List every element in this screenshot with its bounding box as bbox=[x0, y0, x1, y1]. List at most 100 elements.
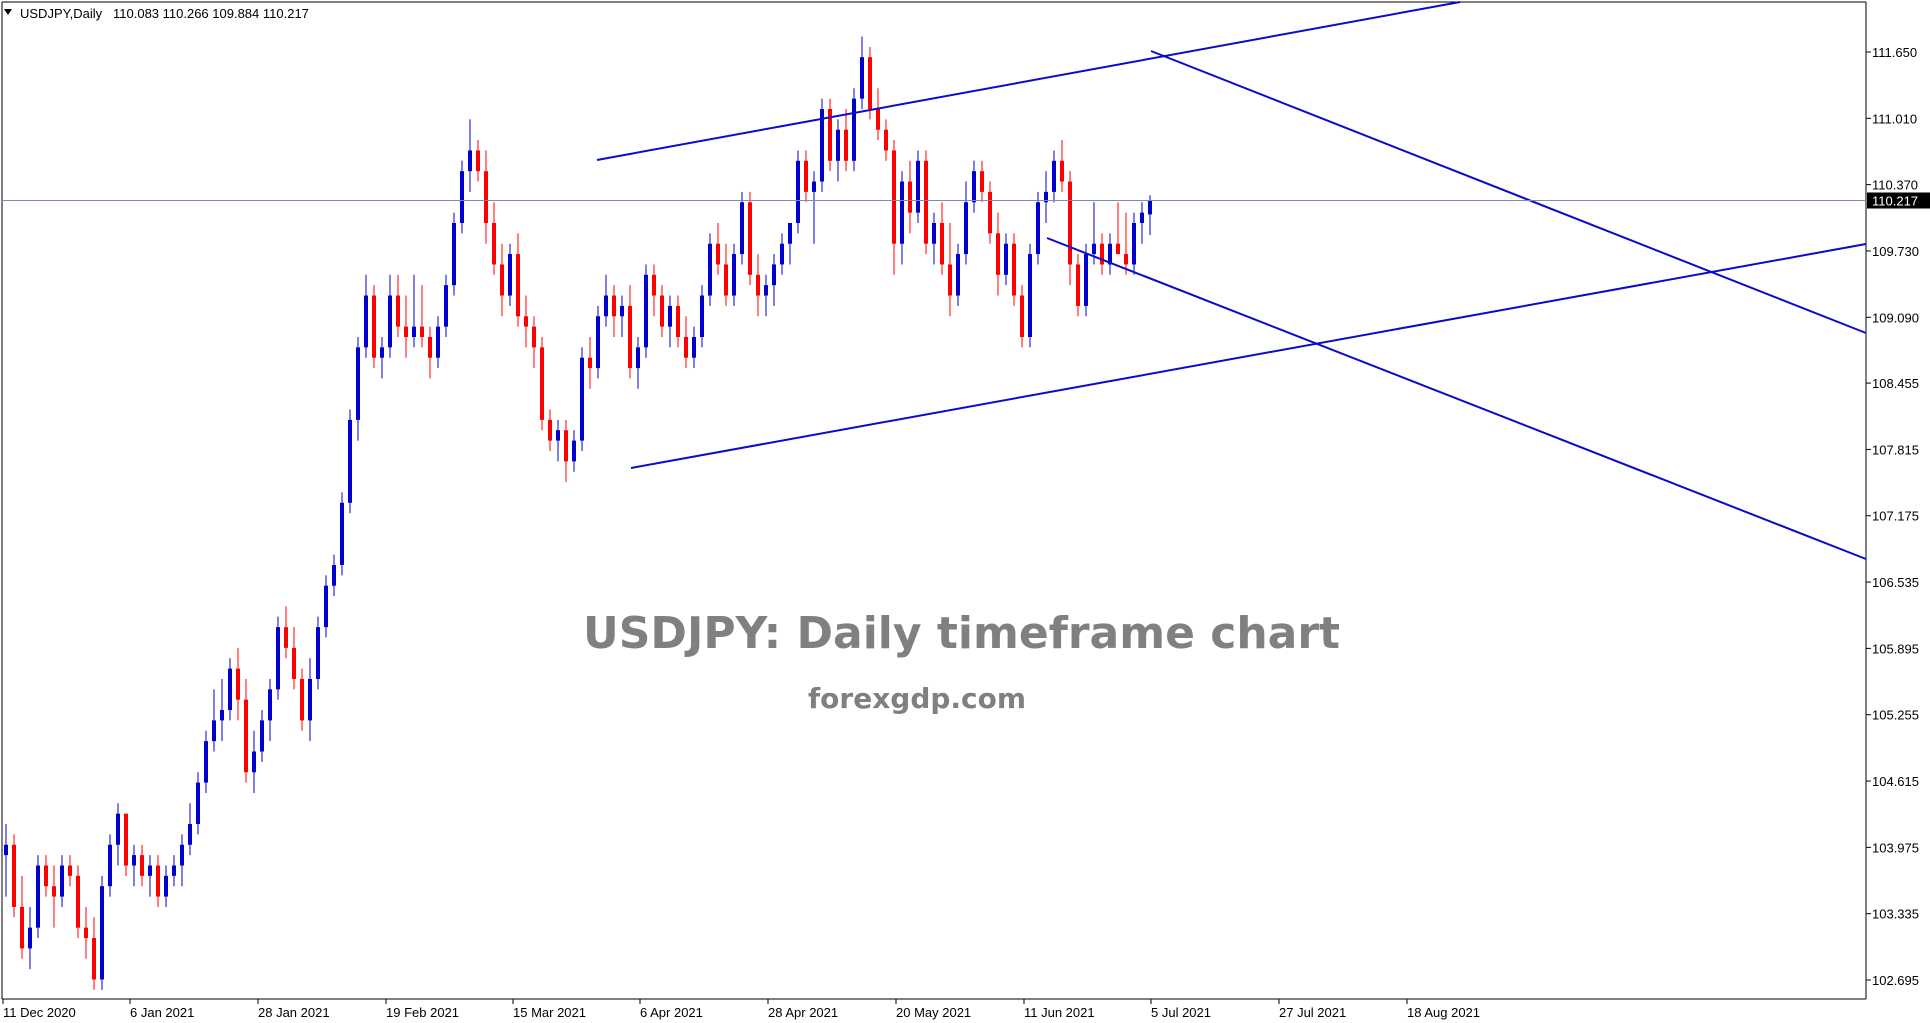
candle-body bbox=[636, 347, 640, 369]
x-tick-label: 28 Apr 2021 bbox=[768, 1005, 838, 1020]
candle-body bbox=[812, 181, 816, 192]
candle bbox=[788, 222, 792, 265]
candle-body bbox=[92, 938, 96, 980]
candle bbox=[588, 336, 592, 389]
candle-body bbox=[508, 254, 512, 296]
candle-body bbox=[1100, 243, 1104, 265]
candle-body bbox=[132, 855, 136, 866]
candle-body bbox=[668, 305, 672, 327]
candle-body bbox=[292, 647, 296, 679]
candle-body bbox=[372, 295, 376, 358]
candle bbox=[884, 119, 888, 161]
x-axis-ticks: 11 Dec 2020 6 Jan 2021 28 Jan 2021 19 Feb 2… bbox=[2, 999, 1480, 1020]
candle bbox=[380, 336, 384, 379]
candle-body bbox=[1132, 222, 1136, 265]
candle bbox=[308, 658, 312, 742]
y-tick-label: 106.535 bbox=[1872, 575, 1919, 590]
candle-body bbox=[868, 57, 872, 109]
candle bbox=[1108, 233, 1112, 275]
candle-body bbox=[44, 865, 48, 887]
candle bbox=[452, 212, 456, 296]
candle-body bbox=[1140, 212, 1144, 223]
ohlc-values: 110.083 110.266 109.884 110.217 bbox=[113, 6, 309, 21]
y-tick-label: 111.650 bbox=[1872, 45, 1917, 60]
candle bbox=[444, 274, 448, 337]
candle-body bbox=[756, 274, 760, 296]
candle bbox=[12, 834, 16, 918]
candle bbox=[244, 678, 248, 783]
candle-body bbox=[20, 906, 24, 949]
candle bbox=[132, 844, 136, 887]
y-axis-ticks: 111.650 111.010 110.370 109.730 109.090 108.4… bbox=[1866, 45, 1919, 988]
candle-body bbox=[116, 813, 120, 845]
candle-body bbox=[204, 741, 208, 783]
candle bbox=[1132, 212, 1136, 275]
x-tick-label: 28 Jan 2021 bbox=[258, 1005, 330, 1020]
x-tick-label: 6 Apr 2021 bbox=[640, 1005, 703, 1020]
candle bbox=[1004, 233, 1008, 286]
x-tick-label: 11 Jun 2021 bbox=[1024, 1005, 1095, 1020]
candle bbox=[932, 212, 936, 265]
candle-body bbox=[340, 502, 344, 565]
candle-body bbox=[892, 150, 896, 244]
candle bbox=[1140, 202, 1144, 244]
candle bbox=[972, 160, 976, 213]
candle-body bbox=[36, 865, 40, 928]
candle bbox=[28, 906, 32, 970]
candle-body bbox=[676, 305, 680, 337]
candle-body bbox=[396, 295, 400, 327]
candle-body bbox=[572, 440, 576, 462]
x-tick-label: 6 Jan 2021 bbox=[130, 1005, 194, 1020]
candle bbox=[628, 285, 632, 379]
candle bbox=[724, 243, 728, 306]
candle-body bbox=[876, 108, 880, 130]
candle bbox=[684, 316, 688, 369]
x-tick-label: 18 Aug 2021 bbox=[1407, 1005, 1480, 1020]
candle-body bbox=[444, 285, 448, 327]
y-tick-label: 107.175 bbox=[1872, 509, 1919, 524]
candle bbox=[268, 678, 272, 742]
candle bbox=[1148, 195, 1152, 236]
candle bbox=[460, 160, 464, 234]
candle bbox=[1068, 171, 1072, 286]
candle bbox=[668, 295, 672, 348]
candle-body bbox=[716, 243, 720, 265]
candle-body bbox=[316, 627, 320, 679]
candle bbox=[596, 305, 600, 379]
candle-body bbox=[476, 150, 480, 172]
current-price-label-box bbox=[1867, 192, 1930, 209]
trendlines-layer bbox=[596, 1, 1867, 560]
candle bbox=[68, 855, 72, 887]
candle bbox=[156, 855, 160, 907]
candle bbox=[1044, 171, 1048, 223]
candle-body bbox=[724, 264, 728, 296]
candle bbox=[764, 274, 768, 317]
candle-body bbox=[764, 285, 768, 296]
caret-down-icon[interactable] bbox=[4, 9, 12, 15]
candle-body bbox=[468, 150, 472, 172]
candle bbox=[220, 678, 224, 742]
candle bbox=[820, 98, 824, 192]
current-price-label: 110.217 bbox=[1872, 194, 1918, 209]
candle bbox=[284, 606, 288, 659]
candle-body bbox=[788, 222, 792, 244]
candle-body bbox=[604, 295, 608, 317]
candle bbox=[140, 844, 144, 887]
candle-body bbox=[68, 865, 72, 876]
candle-body bbox=[828, 108, 832, 161]
candle-body bbox=[908, 181, 912, 213]
candle bbox=[364, 274, 368, 358]
candle-body bbox=[500, 264, 504, 296]
candle-body bbox=[540, 347, 544, 420]
candle-body bbox=[1148, 200, 1152, 215]
candle bbox=[852, 88, 856, 172]
candle-body bbox=[324, 585, 328, 628]
lower-rising-channel-line bbox=[630, 243, 1867, 469]
candle-body bbox=[172, 865, 176, 876]
y-tick-label: 110.370 bbox=[1872, 178, 1918, 193]
candle bbox=[92, 917, 96, 990]
candle bbox=[372, 285, 376, 369]
candle-body bbox=[308, 678, 312, 721]
candle bbox=[964, 181, 968, 265]
